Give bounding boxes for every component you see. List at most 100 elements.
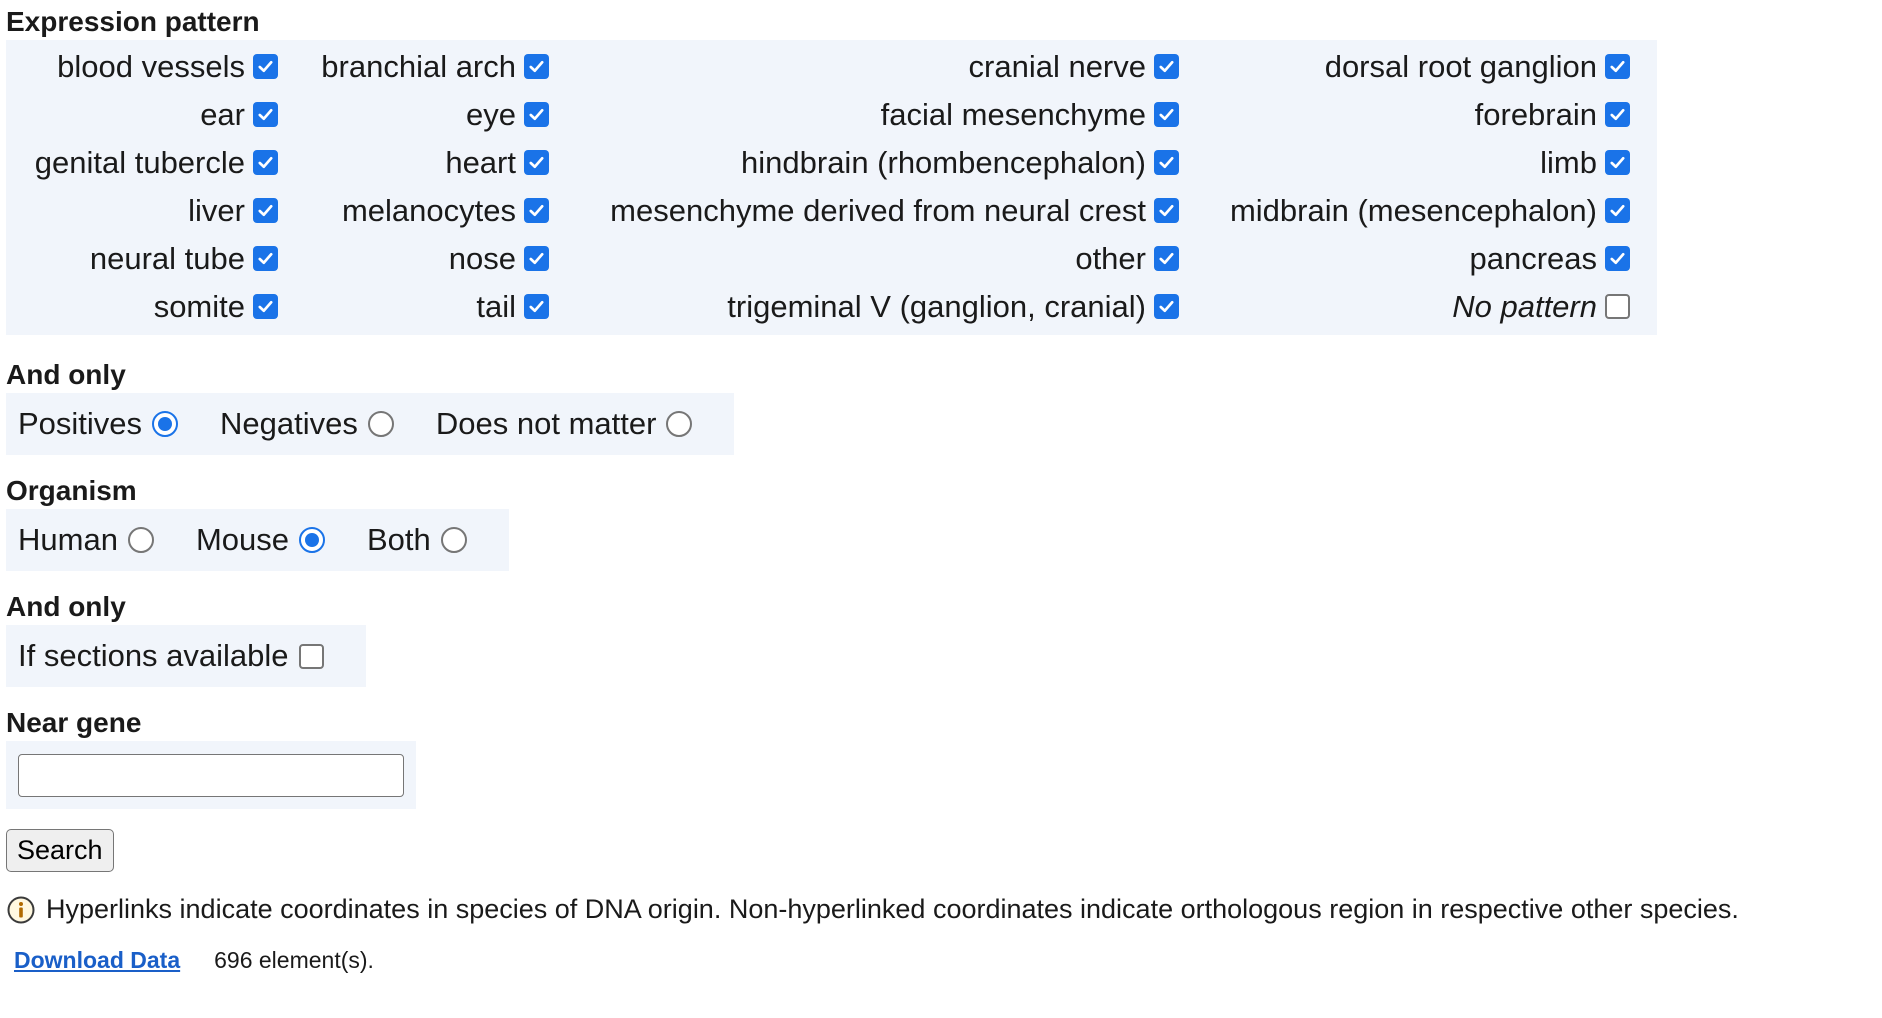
radio-unselected-icon[interactable] <box>127 527 154 553</box>
checkbox-label: heart <box>445 145 516 180</box>
radio-label: Negatives <box>220 406 358 441</box>
checkbox-checked-icon[interactable] <box>1605 54 1630 79</box>
sections-options: If sections available <box>6 625 366 687</box>
checkbox-unchecked-icon[interactable] <box>1605 294 1630 319</box>
element-count: 696 element(s). <box>214 947 374 973</box>
checkbox-checked-icon[interactable] <box>524 198 549 223</box>
checkbox-checked-icon[interactable] <box>1605 246 1630 271</box>
checkbox-label: neural tube <box>89 241 245 276</box>
expression-checkbox-somite[interactable]: somite <box>6 288 278 325</box>
expression-checkbox-midbrain-mesencephalon[interactable]: midbrain (mesencephalon) <box>1179 192 1630 229</box>
expression-checkbox-tail[interactable]: tail <box>278 288 549 325</box>
and-only-radio-does-not-matter[interactable]: Does not matter <box>436 406 693 442</box>
checkbox-checked-icon[interactable] <box>1605 198 1630 223</box>
checkbox-label: mesenchyme derived from neural crest <box>610 193 1146 228</box>
expression-checkbox-facial-mesenchyme[interactable]: facial mesenchyme <box>549 96 1179 133</box>
expression-checkbox-forebrain[interactable]: forebrain <box>1179 96 1630 133</box>
expression-checkbox-dorsal-root-ganglion[interactable]: dorsal root ganglion <box>1179 48 1630 85</box>
expression-checkbox-no-pattern[interactable]: No pattern <box>1179 288 1630 325</box>
checkbox-label: dorsal root ganglion <box>1324 49 1597 84</box>
checkbox-checked-icon[interactable] <box>1154 294 1179 319</box>
checkbox-checked-icon[interactable] <box>1154 150 1179 175</box>
checkbox-label: blood vessels <box>57 49 245 84</box>
expression-checkbox-eye[interactable]: eye <box>278 96 549 133</box>
checkbox-label: ear <box>200 97 245 132</box>
expression-checkbox-heart[interactable]: heart <box>278 144 549 181</box>
organism-radio-mouse[interactable]: Mouse <box>196 522 325 558</box>
results-footer: Download Data 696 element(s). <box>6 947 1876 974</box>
expression-checkbox-other[interactable]: other <box>549 240 1179 277</box>
sections-panel: If sections available <box>6 625 366 687</box>
checkbox-checked-icon[interactable] <box>524 150 549 175</box>
and-only-options: Positives Negatives Does not matter <box>6 393 734 455</box>
checkbox-checked-icon[interactable] <box>253 102 278 127</box>
checkbox-checked-icon[interactable] <box>524 54 549 79</box>
checkbox-label: melanocytes <box>341 193 516 228</box>
expression-checkbox-genital-tubercle[interactable]: genital tubercle <box>6 144 278 181</box>
and-only-panel: Positives Negatives Does not matter <box>6 393 735 455</box>
checkbox-icon[interactable] <box>298 643 324 669</box>
download-data-link[interactable]: Download Data <box>14 947 181 973</box>
checkbox-label: genital tubercle <box>34 145 245 180</box>
checkbox-label: tail <box>476 289 516 324</box>
expression-checkbox-melanocytes[interactable]: melanocytes <box>278 192 549 229</box>
checkbox-checked-icon[interactable] <box>253 246 278 271</box>
checkbox-checked-icon[interactable] <box>1154 198 1179 223</box>
checkbox-checked-icon[interactable] <box>253 198 278 223</box>
radio-unselected-icon[interactable] <box>440 527 467 553</box>
checkbox-label: other <box>1075 241 1146 276</box>
checkbox-label: pancreas <box>1469 241 1597 276</box>
checkbox-label: hindbrain (rhombencephalon) <box>741 145 1146 180</box>
radio-unselected-icon[interactable] <box>666 411 693 437</box>
search-button[interactable]: Search <box>6 829 114 872</box>
expression-checkbox-liver[interactable]: liver <box>6 192 278 229</box>
expression-checkbox-nose[interactable]: nose <box>278 240 549 277</box>
checkbox-checked-icon[interactable] <box>253 150 278 175</box>
expression-checkbox-pancreas[interactable]: pancreas <box>1179 240 1630 277</box>
radio-unselected-icon[interactable] <box>367 411 394 437</box>
and-only-radio-negatives[interactable]: Negatives <box>220 406 394 442</box>
near-gene-panel <box>6 741 416 809</box>
sections-available-checkbox[interactable]: If sections available <box>18 638 324 674</box>
organism-panel: Human Mouse Both <box>6 509 509 571</box>
radio-selected-icon[interactable] <box>298 527 325 553</box>
near-gene-title: Near gene <box>6 707 142 738</box>
organism-radio-human[interactable]: Human <box>18 522 154 558</box>
checkbox-checked-icon[interactable] <box>524 102 549 127</box>
checkbox-label: cranial nerve <box>968 49 1146 84</box>
checkbox-checked-icon[interactable] <box>1154 102 1179 127</box>
and-only-radio-positives[interactable]: Positives <box>18 406 179 442</box>
checkbox-label: branchial arch <box>321 49 516 84</box>
expression-checkbox-branchial-arch[interactable]: branchial arch <box>278 48 549 85</box>
expression-checkbox-trigeminal-v-ganglion-cranial[interactable]: trigeminal V (ganglion, cranial) <box>549 288 1179 325</box>
and-only-title: And only <box>6 359 126 390</box>
radio-selected-icon[interactable] <box>152 411 179 437</box>
radio-label: Both <box>366 522 431 557</box>
checkbox-checked-icon[interactable] <box>1154 54 1179 79</box>
near-gene-input[interactable] <box>18 753 404 797</box>
checkbox-checked-icon[interactable] <box>524 294 549 319</box>
radio-label: Human <box>18 522 118 557</box>
radio-label: Does not matter <box>435 406 657 441</box>
expression-checkbox-mesenchyme-derived-from-neural-crest[interactable]: mesenchyme derived from neural crest <box>549 192 1179 229</box>
checkbox-checked-icon[interactable] <box>1605 150 1630 175</box>
expression-checkbox-hindbrain-rhombencephalon[interactable]: hindbrain (rhombencephalon) <box>549 144 1179 181</box>
expression-checkbox-neural-tube[interactable]: neural tube <box>6 240 278 277</box>
info-note: Hyperlinks indicate coordinates in speci… <box>6 894 1876 925</box>
checkbox-checked-icon[interactable] <box>524 246 549 271</box>
checkbox-label: nose <box>448 241 516 276</box>
expression-pattern-title: Expression pattern <box>6 6 260 37</box>
expression-checkbox-ear[interactable]: ear <box>6 96 278 133</box>
checkbox-label: eye <box>466 97 516 132</box>
expression-checkbox-cranial-nerve[interactable]: cranial nerve <box>549 48 1179 85</box>
expression-checkbox-limb[interactable]: limb <box>1179 144 1630 181</box>
checkbox-checked-icon[interactable] <box>253 54 278 79</box>
search-form: Expression pattern blood vessels branchia… <box>0 0 1882 978</box>
checkbox-label: limb <box>1540 145 1597 180</box>
organism-radio-both[interactable]: Both <box>367 522 467 558</box>
checkbox-label: facial mesenchyme <box>880 97 1146 132</box>
checkbox-checked-icon[interactable] <box>1154 246 1179 271</box>
checkbox-checked-icon[interactable] <box>253 294 278 319</box>
expression-checkbox-blood-vessels[interactable]: blood vessels <box>6 48 278 85</box>
checkbox-checked-icon[interactable] <box>1605 102 1630 127</box>
